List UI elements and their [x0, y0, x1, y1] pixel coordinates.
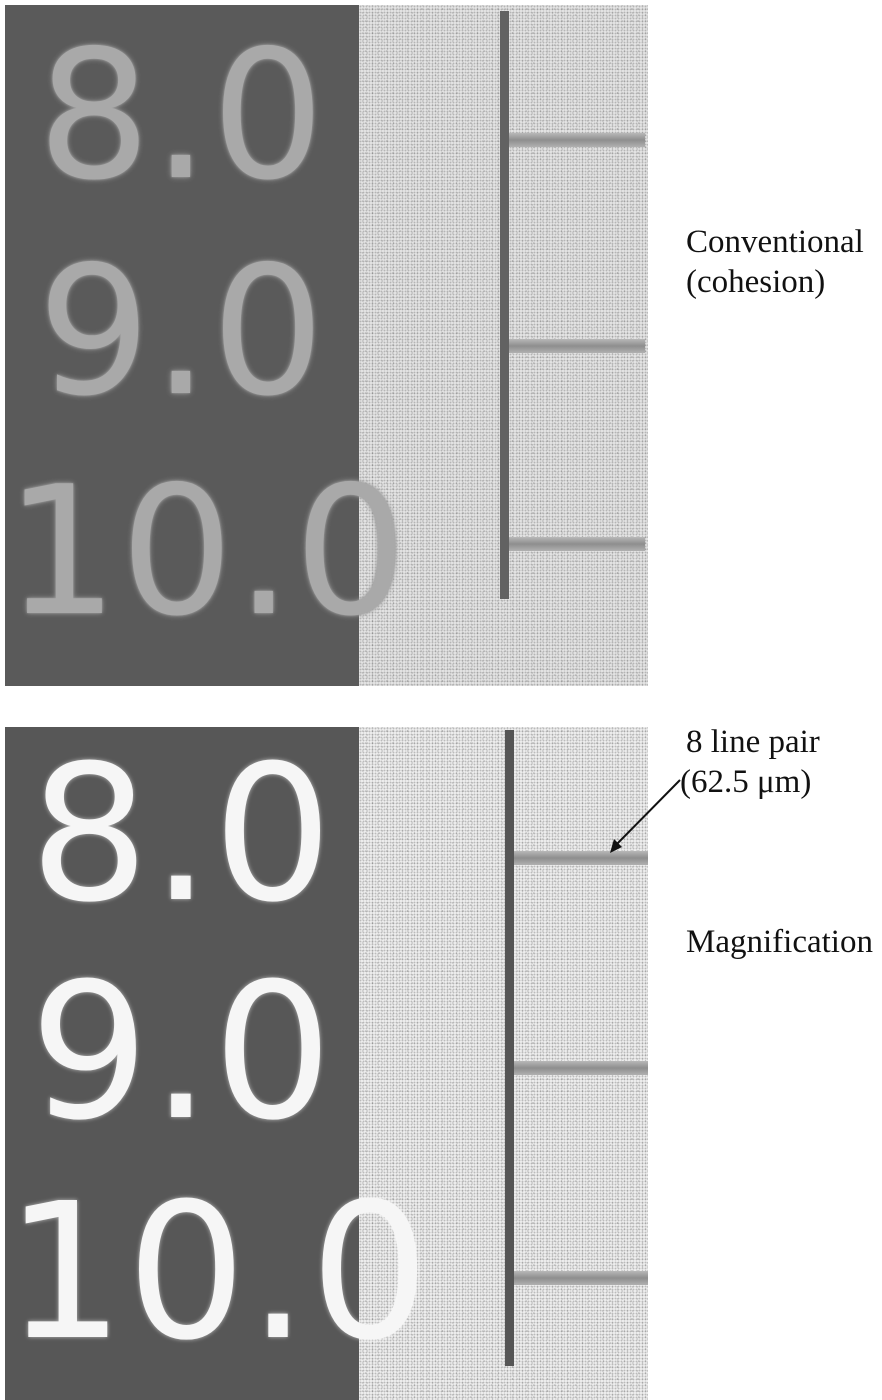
conventional-label: Conventional	[686, 224, 864, 260]
digit-label-10: 10.0	[5, 1163, 432, 1382]
line-pair-bar-10	[514, 1271, 648, 1285]
vertical-scale-bar	[500, 11, 509, 599]
conventional-image-panel: 8.0 9.0 10.0	[0, 5, 648, 686]
line-pair-bar-9	[509, 339, 645, 353]
magnification-image-panel: 8.0 9.0 10.0	[0, 727, 648, 1400]
magnification-label: Magnification	[686, 924, 873, 960]
line-pair-bar-10	[509, 537, 645, 551]
line-pair-size-annotation: (62.5 μm)	[680, 764, 812, 800]
digit-label-8: 8.0	[37, 12, 327, 219]
line-pair-bar-9	[514, 1061, 648, 1075]
line-pair-bar-8	[514, 851, 648, 865]
cohesion-label: (cohesion)	[686, 264, 826, 300]
line-pair-annotation: 8 line pair	[686, 724, 820, 760]
dark-digit-region	[5, 727, 359, 1400]
digit-label-9: 9.0	[29, 943, 335, 1162]
digit-label-10: 10.0	[5, 448, 410, 655]
vertical-scale-bar	[505, 730, 514, 1366]
digit-label-8: 8.0	[29, 727, 335, 944]
annotation-arrow-icon	[610, 779, 681, 853]
dark-digit-region	[5, 5, 359, 686]
digit-label-9: 9.0	[37, 228, 327, 435]
line-pair-bar-8	[509, 133, 645, 147]
